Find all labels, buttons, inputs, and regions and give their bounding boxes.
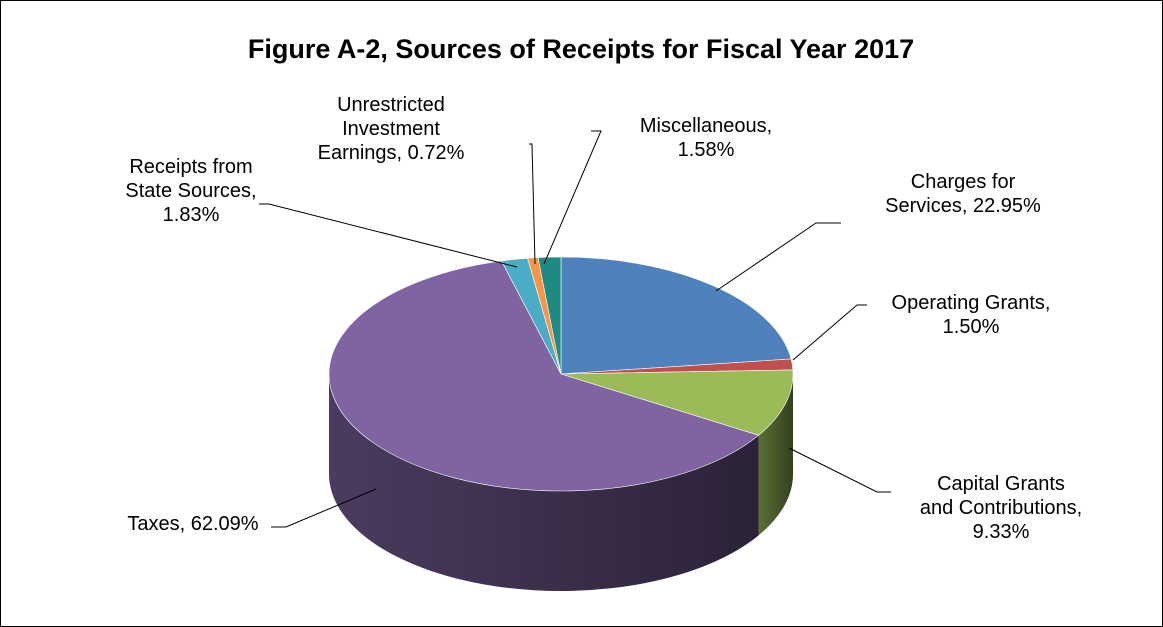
slice-label-3-line-0: Taxes, 62.09% <box>127 513 258 535</box>
slice-label-5-line-2: Earnings, 0.72% <box>318 142 465 164</box>
slice-label-3: Taxes, 62.09% <box>127 513 258 535</box>
slice-labels: Charges for Services, 22.95% Operating Gra… <box>125 94 1082 543</box>
slice-label-6: Miscellaneous, 1.58% <box>640 115 772 161</box>
slice-label-1: Operating Grants, 1.50% <box>892 292 1051 338</box>
slice-label-6-line-0: Miscellaneous, <box>640 115 772 137</box>
leader-line-2 <box>788 447 891 493</box>
pie-slice-6 <box>537 256 562 375</box>
leader-line-4 <box>259 203 518 268</box>
slice-label-4-line-0: Receipts from <box>129 156 252 178</box>
slice-label-1-line-0: Operating Grants, <box>892 292 1051 314</box>
pie-sides <box>329 374 793 591</box>
slice-label-6-line-1: 1.58% <box>678 139 735 161</box>
slice-label-5: Unrestricted Investment Earnings, 0.72% <box>318 94 465 164</box>
chart-title: Figure A-2, Sources of Receipts for Fisc… <box>248 34 914 64</box>
pie-slice-3 <box>328 260 760 492</box>
slice-side-shade-2 <box>758 374 793 536</box>
slice-label-1-line-1: 1.50% <box>943 316 1000 338</box>
slice-label-0-line-1: Services, 22.95% <box>885 195 1041 217</box>
slice-side-shade-3 <box>329 374 759 591</box>
leader-line-0 <box>715 222 841 292</box>
slice-label-0: Charges for Services, 22.95% <box>885 171 1041 217</box>
slice-label-5-line-1: Investment <box>342 118 440 140</box>
pie-slice-0 <box>560 256 792 375</box>
slice-label-2-line-0: Capital Grants <box>937 473 1065 495</box>
leader-line-6 <box>543 130 602 265</box>
slice-label-4-line-2: 1.83% <box>163 204 220 226</box>
pie-slice-2 <box>560 369 794 436</box>
slice-label-2-line-2: 9.33% <box>973 521 1030 543</box>
leader-line-1 <box>792 304 867 361</box>
slice-label-4: Receipts from State Sources, 1.83% <box>125 156 256 226</box>
slice-label-2-line-1: and Contributions, <box>920 497 1082 519</box>
leader-line-5 <box>529 143 536 265</box>
leader-line-3 <box>271 488 377 528</box>
slice-label-5-line-0: Unrestricted <box>337 94 445 116</box>
slice-label-0-line-0: Charges for <box>911 171 1016 193</box>
slice-label-2: Capital Grants and Contributions, 9.33% <box>920 473 1082 543</box>
pie-slices <box>328 256 794 492</box>
slice-label-4-line-1: State Sources, <box>125 180 256 202</box>
